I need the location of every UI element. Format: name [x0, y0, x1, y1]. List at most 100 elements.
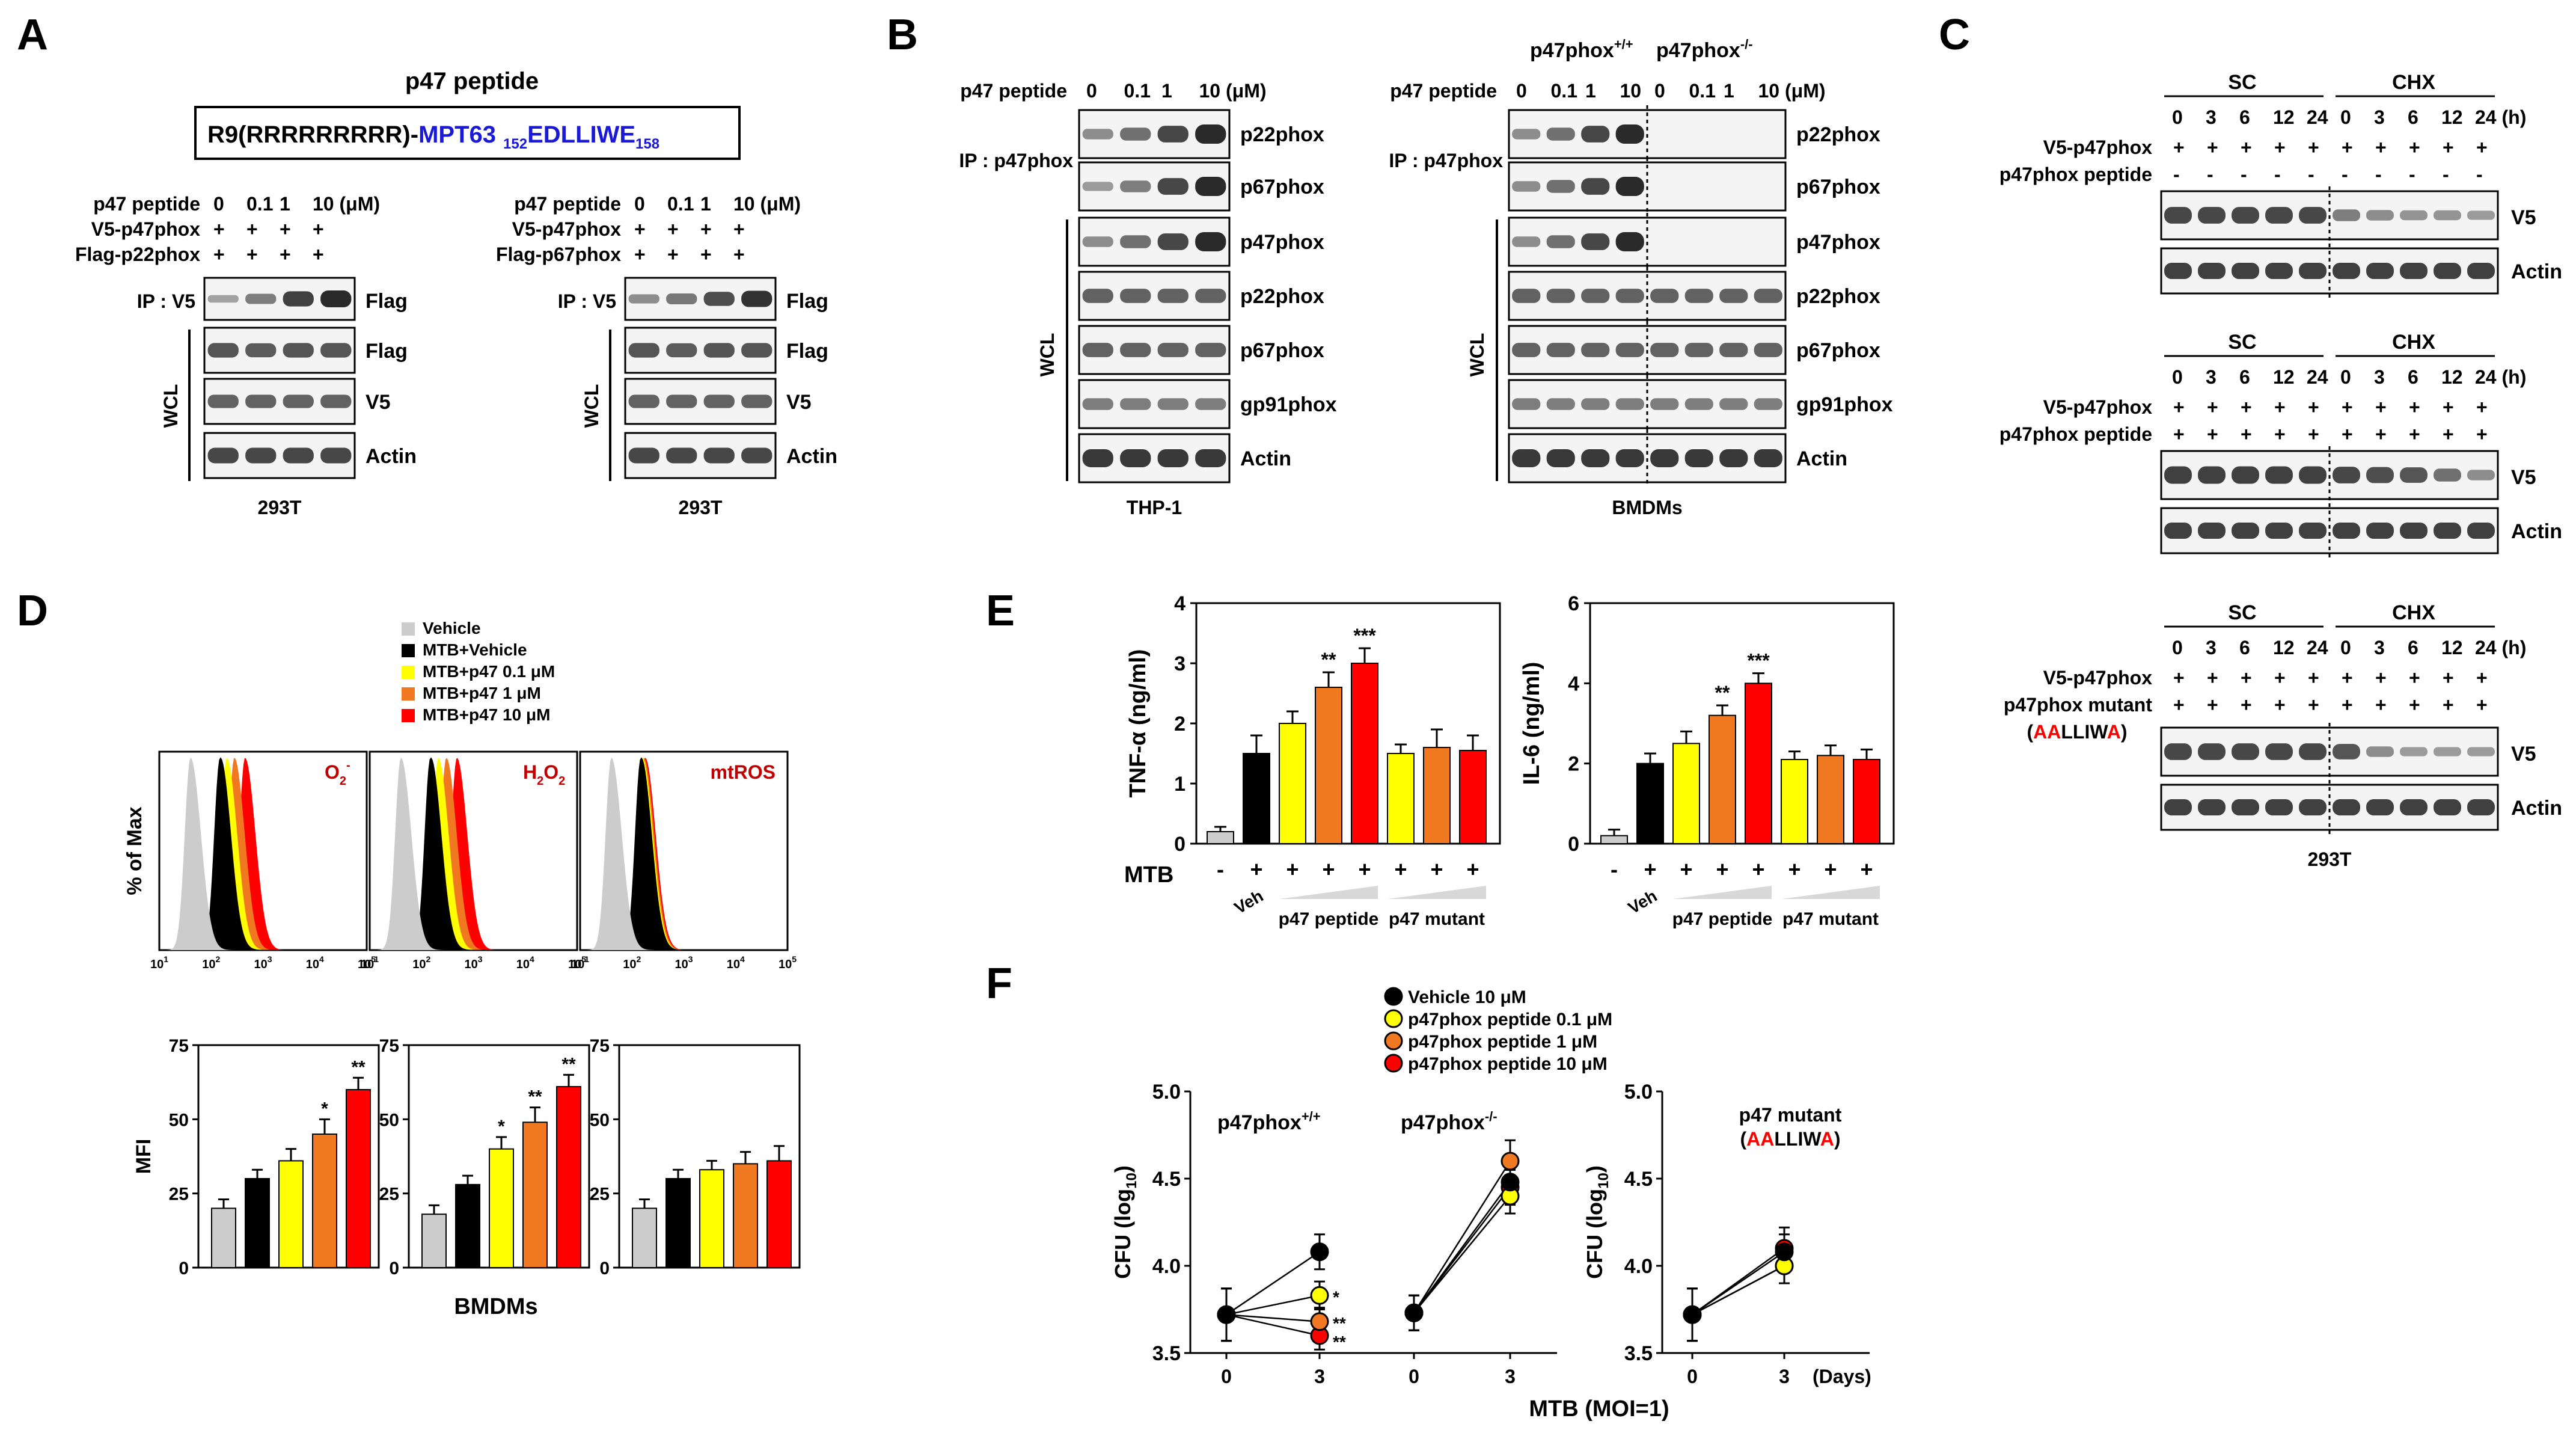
c-block3-blot-label: V5: [2511, 743, 2536, 766]
c-block3-mutant-seq-part: ): [2121, 721, 2128, 743]
d-hist-xtick: 105: [358, 954, 376, 971]
c-block3-time: 6: [2239, 637, 2250, 658]
a-left-wcl-blot-band: [245, 394, 277, 408]
c-block3-row-value: +: [2375, 694, 2387, 716]
d-hist-xtick-base: 10: [623, 958, 636, 971]
d-mfi-chart-2: 0 25 50 75: [590, 1036, 801, 1278]
d-hist-xtick: 104: [516, 954, 534, 971]
b-left-cell-label: THP-1: [1127, 497, 1182, 518]
f-mutant-line: [1692, 1265, 1785, 1316]
c-block3-row-value: +: [2308, 667, 2319, 689]
b-left-blot-1-band: [1120, 180, 1151, 192]
c-block3-v5-blot-band: [2265, 743, 2293, 760]
f-main-ylabel-part: CFU (log: [1110, 1189, 1135, 1279]
b-right-dose: 10: [1620, 80, 1642, 102]
c-block1-row-value: +: [2476, 137, 2488, 158]
c-block2-row-value: +: [2308, 396, 2319, 418]
d-hist-series-0: [580, 758, 788, 950]
f-wt-label-part: +/+: [1302, 1109, 1321, 1124]
c-block1-time: 12: [2273, 106, 2295, 128]
c-block1-actin-blot-band: [2434, 262, 2461, 280]
a-left-ip-blot-band: [283, 291, 314, 307]
e-il6-group-peptide: p47 peptide: [1672, 909, 1773, 929]
d-mfi-bar: [455, 1183, 480, 1269]
b-left-dose: 1: [1161, 80, 1172, 102]
a-left-wcl-blot-band: [283, 394, 314, 408]
c-block3-row-value: +: [2173, 694, 2185, 716]
f-wt-marker: [1310, 1286, 1329, 1305]
d-xlabel: BMDMs: [454, 1294, 537, 1319]
panel-letter-B: B: [887, 11, 918, 59]
d-legend-label: MTB+p47 0.1 μM: [423, 662, 555, 681]
f-legend-marker: [1384, 1009, 1403, 1028]
d-hist-series-4: [159, 758, 367, 950]
a-right-wcl-blot-band: [703, 343, 735, 358]
d-mfi-bar: [632, 1207, 657, 1269]
a-left-row-label: p47 peptide: [93, 193, 200, 215]
f-legend-label: p47phox peptide 10 μM: [1408, 1054, 1608, 1074]
panel-e: 0 1 2 3 4 TNF-α (ng/ml) - + + ** + *** + + + + Veh p47 pe…: [1124, 592, 1895, 929]
a-left-wcl-blot: [203, 327, 356, 374]
b-right-row-label: p47 peptide: [1390, 80, 1497, 102]
c-block1-row-value: +: [2443, 137, 2454, 158]
c-block3-row-value: +: [2476, 694, 2488, 716]
d-hist-xtick-base: 10: [568, 958, 581, 971]
d-hist-xtick-exp: 4: [530, 954, 534, 964]
c-block1-row-label: V5-p47phox: [2043, 137, 2153, 158]
b-left-row-label: p47 peptide: [960, 80, 1067, 102]
d-legend-swatch: [402, 644, 415, 657]
d-legend-label: MTB+p47 1 μM: [423, 684, 541, 702]
c-block1-time: 3: [2374, 106, 2385, 128]
c-block3-actin-blot: [2160, 780, 2499, 835]
f-sig: **: [1333, 1314, 1346, 1333]
f-main-ytick-label: 5.0: [1152, 1081, 1181, 1103]
e-tnf-veh-label: Veh: [1231, 886, 1267, 918]
d-hist-xtick: 103: [675, 954, 693, 971]
b-left-blot-4: [1078, 325, 1231, 375]
d-mfi-bar: [766, 1160, 792, 1269]
d-mfi-ytick-label: 50: [379, 1110, 399, 1130]
a-right-blot-label: Actin: [786, 445, 837, 468]
a-right-wcl-blot-band: [666, 394, 697, 408]
f-legend-marker: [1384, 1031, 1403, 1051]
f-ko-line: [1413, 1161, 1511, 1313]
d-legend-swatch: [402, 687, 415, 701]
f-wt-line: [1226, 1313, 1320, 1337]
e-tnf-wedge-peptide: [1279, 886, 1378, 899]
d-hist-title-part: 2: [537, 775, 543, 788]
c-block1-v5-blot-band: [2232, 207, 2259, 224]
c-block2-v5-blot-band: [2232, 466, 2259, 484]
c-block2-time: 3: [2374, 366, 2385, 388]
f-main-xtick-label: 0: [1221, 1366, 1232, 1387]
f-ko-label-part: p47phox: [1401, 1111, 1485, 1134]
a-left-ip-blot-band: [207, 295, 239, 303]
b-left-blot-5: [1078, 379, 1231, 429]
b-right-blot-4-band: [1754, 343, 1782, 357]
b-right-blot-5-band: [1719, 398, 1748, 410]
c-block1-time: 3: [2206, 106, 2217, 128]
f-wt-label: p47phox+/+: [1217, 1109, 1321, 1134]
c-block1-row-value: -: [2207, 164, 2213, 185]
d-hist-xtick-exp: 3: [268, 954, 272, 964]
f-mutant-title: p47 mutant: [1739, 1104, 1842, 1126]
e-il6-ytick-label: 2: [1568, 753, 1579, 776]
b-left-blot-5-band: [1157, 398, 1189, 410]
b-left-blot-4-band: [1195, 343, 1226, 357]
f-wt-marker: [1310, 1242, 1329, 1262]
a-right-wcl-blot-band: [703, 394, 735, 408]
f-mutant-seq-part: (: [1740, 1128, 1746, 1150]
d-mfi-sig: **: [528, 1087, 542, 1107]
c-block1-row-value: -: [2342, 164, 2348, 185]
b-right-blot-4-band: [1615, 343, 1644, 357]
d-hist-xtick-base: 10: [571, 958, 584, 971]
b-right-blot-5-band: [1754, 398, 1782, 410]
c-block3-row-value: +: [2342, 667, 2353, 689]
a-sequence-box: [194, 106, 741, 160]
c-block1-v5-blot: [2160, 186, 2499, 244]
c-block3-row-value: +: [2241, 667, 2252, 689]
b-right-blot-5-band: [1615, 398, 1644, 410]
c-block3-time: 0: [2340, 637, 2351, 658]
c-block1-blot-label: V5: [2511, 206, 2536, 229]
b-left-blot-1-band: [1195, 177, 1226, 196]
